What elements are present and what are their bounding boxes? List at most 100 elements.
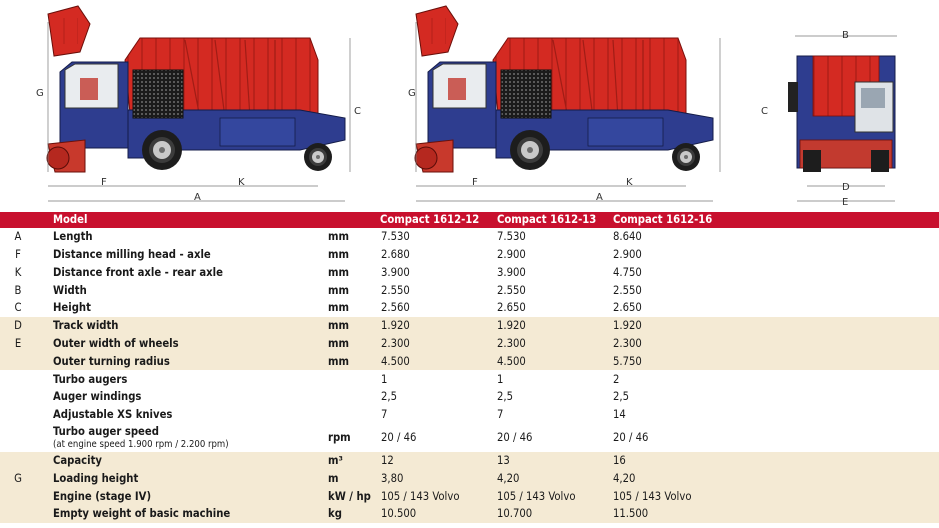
row-value-model-1: 1 [381,372,388,386]
row-unit: mm [328,354,349,368]
row-unit: mm [328,230,349,244]
table-row: A Length mm 7.530 7.530 8.640 [0,228,939,246]
row-letter: D [14,319,22,333]
row-unit: m [328,471,339,485]
dim-label-k-2: K [626,177,633,188]
row-letter: A [14,230,22,244]
row-unit: rpm [328,431,351,445]
table-row: Outer turning radius mm 4.500 4.500 5.750 [0,352,939,371]
row-label-text: Length [53,230,93,244]
row-label-text: Outer turning radius [53,354,170,368]
row-value-model-1: 7 [381,408,388,422]
row-value-model-1: 2.550 [381,283,410,297]
row-label-text: Engine (stage IV) [53,489,152,503]
header-model-1: Compact 1612-12 [380,213,480,227]
row-label: Capacity [36,452,328,470]
header-model: Model [53,213,88,227]
row-letter [0,487,36,505]
row-value-model-1: 3,80 [381,471,404,485]
row-letter: G [14,471,22,485]
row-value-model-1: 4.500 [381,354,410,368]
row-letter [0,406,36,424]
row-value-model-3: 16 [613,454,626,468]
row-unit: mm [328,301,349,315]
row-label: Distance milling head - axle [36,246,328,264]
table-row: B Width mm 2.550 2.550 2.550 [0,281,939,299]
row-value-model-1: 2.300 [381,337,410,351]
row-label: Length [36,228,328,246]
row-letter: C [14,301,22,315]
row-value-model-1: 10.500 [381,507,417,521]
dim-label-g: G [36,88,44,99]
row-unit: kg [328,507,342,521]
row-label: Turbo auger speed (at engine speed 1.900 … [36,424,328,452]
dim-label-e: E [842,197,848,208]
table-row: E Outer width of wheels mm 2.300 2.300 2.300 [0,334,939,353]
row-value-model-2: 2.300 [497,337,526,351]
row-value-model-1: 2,5 [381,390,398,404]
row-label-text: Distance milling head - axle [53,248,211,262]
row-label-text: Adjustable XS knives [53,408,173,422]
row-unit: m³ [328,454,343,468]
row-label: Outer turning radius [36,353,328,371]
row-value-model-2: 10.700 [497,507,533,521]
header-model-3: Compact 1612-16 [613,213,713,227]
row-unit: mm [328,265,349,279]
row-label-text: Width [53,283,87,297]
row-value-model-3: 2 [613,372,620,386]
row-value-model-1: 12 [381,454,394,468]
row-letter: B [14,283,22,297]
dim-label-c: C [354,106,361,117]
row-letter: E [14,337,22,351]
row-label-subtext: (at engine speed 1.900 rpm / 2.200 rpm) [53,438,229,450]
row-value-model-2: 4.500 [497,354,526,368]
table-row: K Distance front axle - rear axle mm 3.900 3… [0,264,939,282]
side-view-drawing-2: G C F K A [408,5,768,203]
table-row: D Track width mm 1.920 1.920 1.920 [0,316,939,335]
table-row: Engine (stage IV) kW / hp 105 / 143 Volvo 1… [0,487,939,506]
table-row: Empty weight of basic machine kg 10.500 10.… [0,505,939,523]
row-label-text: Empty weight of basic machine [53,507,231,521]
row-value-model-3: 2.900 [613,248,642,262]
row-unit [328,388,380,406]
row-value-model-1: 105 / 143 Volvo [381,489,460,503]
row-label-text: Capacity [53,454,102,468]
row-value-model-3: 5.750 [613,354,642,368]
row-label: Engine (stage IV) [36,487,328,505]
dim-label-a: A [194,192,201,203]
row-value-model-3: 2.300 [613,337,642,351]
row-value-model-1: 20 / 46 [381,431,417,445]
row-unit [328,370,380,388]
row-value-model-1: 1.920 [381,319,410,333]
row-label-text: Loading height [53,471,139,485]
specifications-table: Model Compact 1612-12 Compact 1612-13 Co… [0,212,939,523]
row-value-model-1: 3.900 [381,265,410,279]
dim-label-c-2: C [761,106,768,117]
dim-label-f-2: F [472,177,478,188]
row-unit: kW / hp [328,489,371,503]
row-value-model-2: 3.900 [497,265,526,279]
row-value-model-2: 4,20 [497,471,520,485]
row-value-model-3: 1.920 [613,319,642,333]
side-view-drawing-1: G C F K A [36,5,361,203]
table-row: Turbo augers 1 1 2 [0,370,939,388]
row-letter: K [14,265,22,279]
table-row: G Loading height m 3,80 4,20 4,20 [0,469,939,488]
dim-label-k: K [238,177,245,188]
row-label: Distance front axle - rear axle [36,264,328,282]
header-unit [328,212,380,228]
row-letter [0,353,36,371]
header-letter [0,212,36,228]
row-unit: mm [328,283,349,297]
row-value-model-2: 20 / 46 [497,431,533,445]
row-value-model-2: 2.650 [497,301,526,315]
row-label-text: Height [53,301,91,315]
row-label: Outer width of wheels [36,335,328,353]
row-label-text: Distance front axle - rear axle [53,265,223,279]
row-unit [328,406,380,424]
row-unit: mm [328,248,349,262]
table-row: Auger windings 2,5 2,5 2,5 [0,388,939,406]
table-row: F Distance milling head - axle mm 2.680 2.90… [0,246,939,264]
front-view-drawing: B D E [788,30,897,208]
row-label: Loading height [36,470,328,488]
